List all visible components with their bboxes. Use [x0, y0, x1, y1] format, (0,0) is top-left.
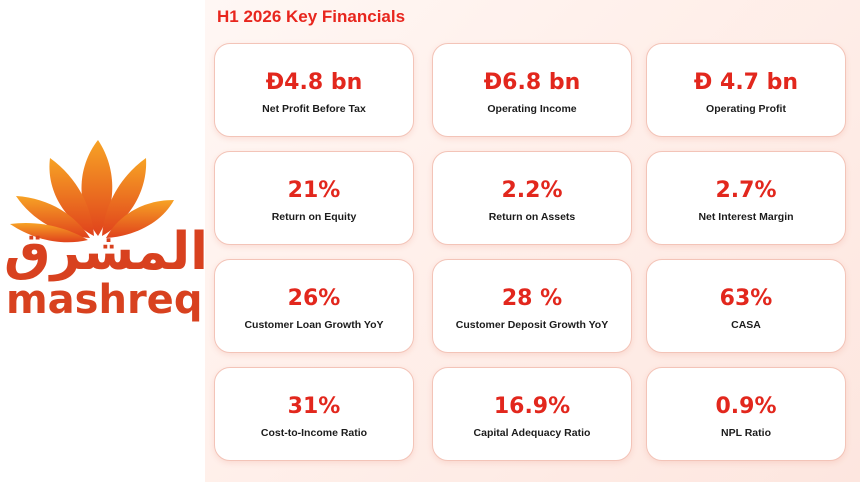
metric-card-return-on-equity: 21% Return on Equity: [214, 151, 414, 245]
metric-label: Net Profit Before Tax: [262, 103, 366, 115]
metric-value: 21%: [287, 178, 341, 203]
metric-card-operating-income: Đ6.8 bn Operating Income: [432, 43, 632, 137]
brand-name-english: mashreq: [6, 277, 203, 323]
metric-card-net-profit: Đ4.8 bn Net Profit Before Tax: [214, 43, 414, 137]
page-title: H1 2026 Key Financials: [217, 7, 406, 26]
metric-value: 16.9%: [493, 394, 571, 419]
metric-label: Customer Deposit Growth YoY: [455, 319, 609, 331]
metric-label: CASA: [731, 319, 761, 331]
brand-panel: المشرق mashreq: [0, 0, 208, 482]
metric-label: NPL Ratio: [721, 427, 771, 439]
financials-panel: H1 2026 Key Financials Đ4.8 bn Net Profi…: [205, 0, 860, 482]
metric-card-operating-profit: Đ 4.7 bn Operating Profit: [646, 43, 846, 137]
metric-card-customer-loan-growth: 26% Customer Loan Growth YoY: [214, 259, 414, 353]
metric-label: Capital Adequacy Ratio: [473, 427, 591, 439]
metric-card-npl-ratio: 0.9% NPL Ratio: [646, 367, 846, 461]
metric-value: 63%: [719, 286, 773, 311]
metric-value: 26%: [287, 286, 341, 311]
metric-value: 0.9%: [715, 394, 777, 419]
metric-card-net-interest-margin: 2.7% Net Interest Margin: [646, 151, 846, 245]
metric-value: Đ4.8 bn: [265, 70, 363, 95]
metric-card-casa: 63% CASA: [646, 259, 846, 353]
metric-card-return-on-assets: 2.2% Return on Assets: [432, 151, 632, 245]
metric-value: Đ 4.7 bn: [693, 70, 799, 95]
metric-label: Operating Profit: [706, 103, 786, 115]
metric-card-customer-deposit-growth: 28 % Customer Deposit Growth YoY: [432, 259, 632, 353]
metric-label: Return on Assets: [488, 211, 576, 223]
metric-value: 28 %: [501, 286, 563, 311]
metric-label: Customer Loan Growth YoY: [244, 319, 384, 331]
metric-value: 2.2%: [501, 178, 563, 203]
metric-label: Return on Equity: [271, 211, 357, 223]
metric-card-cost-to-income: 31% Cost-to-Income Ratio: [214, 367, 414, 461]
metric-value: Đ6.8 bn: [483, 70, 581, 95]
metric-label: Net Interest Margin: [698, 211, 794, 223]
metric-value: 31%: [287, 394, 341, 419]
mashreq-logo-icon: [10, 140, 174, 243]
metric-card-capital-adequacy: 16.9% Capital Adequacy Ratio: [432, 367, 632, 461]
metric-value: 2.7%: [715, 178, 777, 203]
brand-name-arabic: المشرق: [4, 222, 208, 282]
metric-label: Cost-to-Income Ratio: [260, 427, 368, 439]
metric-label: Operating Income: [487, 103, 577, 115]
